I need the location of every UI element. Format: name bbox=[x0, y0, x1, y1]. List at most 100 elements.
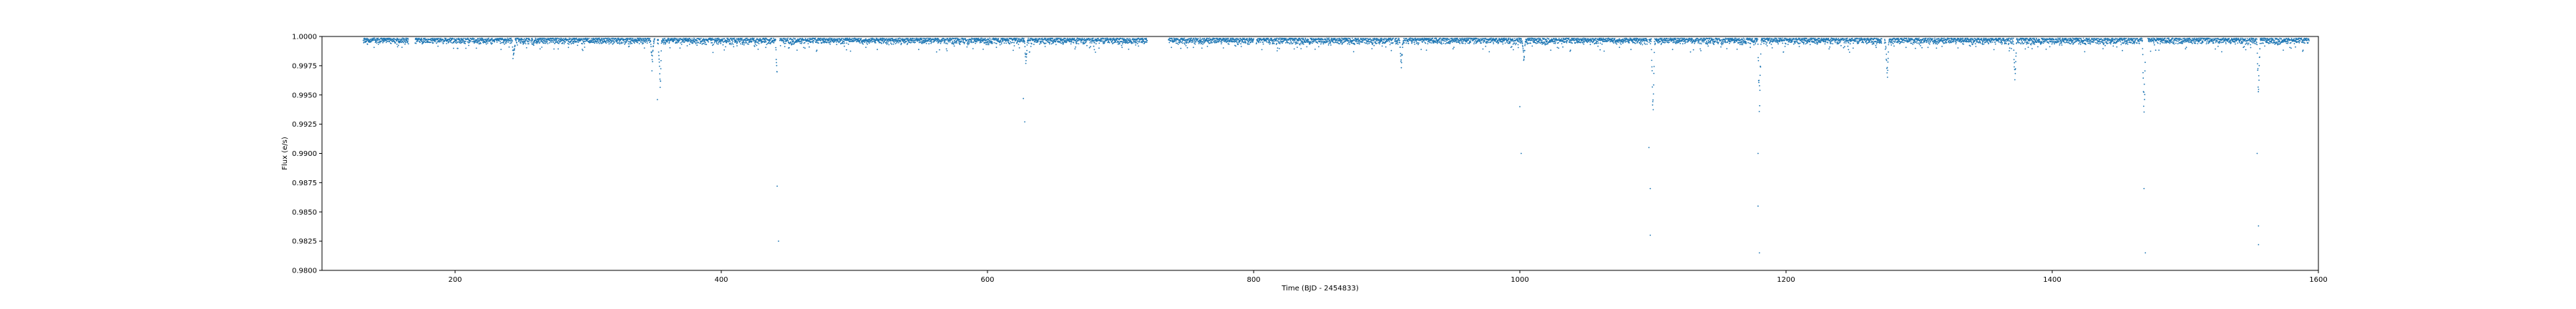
flux-point bbox=[1012, 41, 1013, 44]
flux-point bbox=[1220, 43, 1222, 44]
flux-point bbox=[1321, 41, 1323, 44]
flux-point bbox=[1134, 38, 1136, 40]
flux-point bbox=[1214, 41, 1215, 42]
flux-point bbox=[537, 40, 538, 42]
flux-point bbox=[464, 43, 467, 44]
flux-point bbox=[506, 41, 508, 43]
flux-point bbox=[1279, 48, 1280, 49]
flux-point bbox=[946, 39, 947, 41]
flux-point bbox=[675, 38, 677, 40]
flux-point bbox=[1209, 42, 1211, 44]
flux-point bbox=[658, 62, 660, 63]
flux-point bbox=[1228, 43, 1230, 45]
flux-point bbox=[1006, 37, 1008, 39]
flux-point bbox=[1209, 37, 1211, 39]
flux-point bbox=[743, 41, 744, 43]
flux-point bbox=[426, 38, 428, 40]
flux-point bbox=[1214, 41, 1216, 44]
flux-point bbox=[651, 70, 653, 72]
flux-point bbox=[1101, 40, 1103, 42]
flux-point bbox=[681, 41, 683, 43]
flux-point bbox=[397, 38, 399, 40]
flux-point bbox=[628, 45, 630, 47]
flux-point bbox=[383, 41, 385, 42]
flux-point bbox=[1134, 42, 1136, 44]
flux-point bbox=[917, 40, 919, 41]
flux-point bbox=[650, 41, 652, 42]
flux-point bbox=[699, 39, 701, 40]
flux-point bbox=[396, 39, 398, 41]
flux-point bbox=[1405, 38, 1407, 40]
flux-point bbox=[1236, 41, 1238, 43]
flux-point bbox=[646, 40, 648, 42]
flux-point bbox=[1336, 40, 1337, 41]
flux-point bbox=[370, 41, 372, 43]
flux-point bbox=[475, 47, 477, 49]
flux-point bbox=[1299, 42, 1302, 44]
flux-point bbox=[405, 41, 406, 44]
flux-point bbox=[1357, 37, 1359, 39]
flux-point bbox=[421, 37, 422, 39]
flux-point bbox=[1026, 41, 1028, 44]
flux-point bbox=[959, 44, 961, 45]
flux-point bbox=[651, 55, 653, 57]
flux-point bbox=[434, 41, 436, 43]
flux-point bbox=[523, 42, 525, 44]
flux-point bbox=[424, 41, 426, 43]
flux-point bbox=[1122, 37, 1123, 39]
flux-point bbox=[1371, 48, 1373, 49]
flux-point bbox=[716, 43, 718, 44]
flux-point bbox=[930, 42, 932, 44]
flux-point bbox=[702, 40, 704, 42]
flux-point bbox=[1375, 41, 1377, 43]
flux-point bbox=[833, 41, 834, 44]
flux-point bbox=[1127, 39, 1129, 40]
flux-point bbox=[1355, 38, 1357, 39]
flux-point bbox=[452, 38, 454, 40]
flux-point bbox=[542, 38, 544, 40]
flux-point bbox=[442, 41, 444, 43]
flux-point bbox=[485, 43, 487, 45]
flux-point bbox=[1339, 43, 1340, 45]
flux-point bbox=[669, 46, 671, 49]
flux-point bbox=[1039, 43, 1040, 45]
flux-point bbox=[642, 41, 644, 43]
flux-point bbox=[1276, 42, 1278, 44]
flux-point bbox=[499, 40, 501, 42]
flux-point bbox=[776, 62, 777, 64]
flux-point bbox=[1310, 41, 1312, 43]
flux-point bbox=[787, 39, 789, 41]
flux-point bbox=[654, 38, 655, 39]
flux-point bbox=[1392, 37, 1394, 39]
flux-point bbox=[1202, 43, 1204, 45]
flux-point bbox=[366, 44, 369, 45]
flux-point bbox=[488, 37, 489, 39]
flux-point bbox=[457, 47, 459, 49]
flux-point bbox=[1005, 42, 1008, 44]
flux-point bbox=[877, 49, 878, 51]
flux-point bbox=[1289, 39, 1292, 41]
flux-point bbox=[729, 42, 731, 44]
flux-point bbox=[968, 43, 970, 44]
flux-point bbox=[545, 42, 547, 44]
flux-point bbox=[812, 41, 814, 44]
flux-point bbox=[683, 41, 686, 43]
flux-point bbox=[442, 42, 444, 44]
flux-point bbox=[494, 40, 496, 41]
flux-point bbox=[785, 38, 787, 40]
flux-point bbox=[638, 37, 640, 39]
flux-point bbox=[502, 42, 504, 44]
flux-point bbox=[1060, 42, 1061, 44]
flux-point bbox=[1441, 43, 1443, 45]
flux-point bbox=[1085, 40, 1088, 42]
flux-point bbox=[1259, 41, 1262, 43]
flux-point bbox=[713, 38, 716, 40]
flux-point bbox=[653, 45, 654, 47]
flux-point bbox=[1381, 40, 1383, 42]
flux-point bbox=[379, 42, 381, 44]
flux-point bbox=[1346, 38, 1348, 39]
flux-point bbox=[1376, 42, 1378, 44]
flux-point bbox=[1287, 41, 1289, 44]
flux-point bbox=[458, 41, 459, 43]
